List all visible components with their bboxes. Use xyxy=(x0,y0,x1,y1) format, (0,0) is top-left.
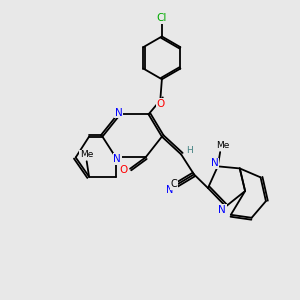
Text: N: N xyxy=(218,205,226,215)
Text: Cl: Cl xyxy=(157,13,167,23)
Text: N: N xyxy=(211,158,219,168)
Text: Me: Me xyxy=(80,150,93,159)
Text: C: C xyxy=(170,179,177,190)
Text: N: N xyxy=(166,184,173,194)
Text: O: O xyxy=(119,165,128,175)
Text: O: O xyxy=(156,99,164,109)
Text: N: N xyxy=(113,154,121,164)
Text: Me: Me xyxy=(216,141,229,150)
Text: N: N xyxy=(115,108,123,118)
Text: H: H xyxy=(186,146,193,154)
